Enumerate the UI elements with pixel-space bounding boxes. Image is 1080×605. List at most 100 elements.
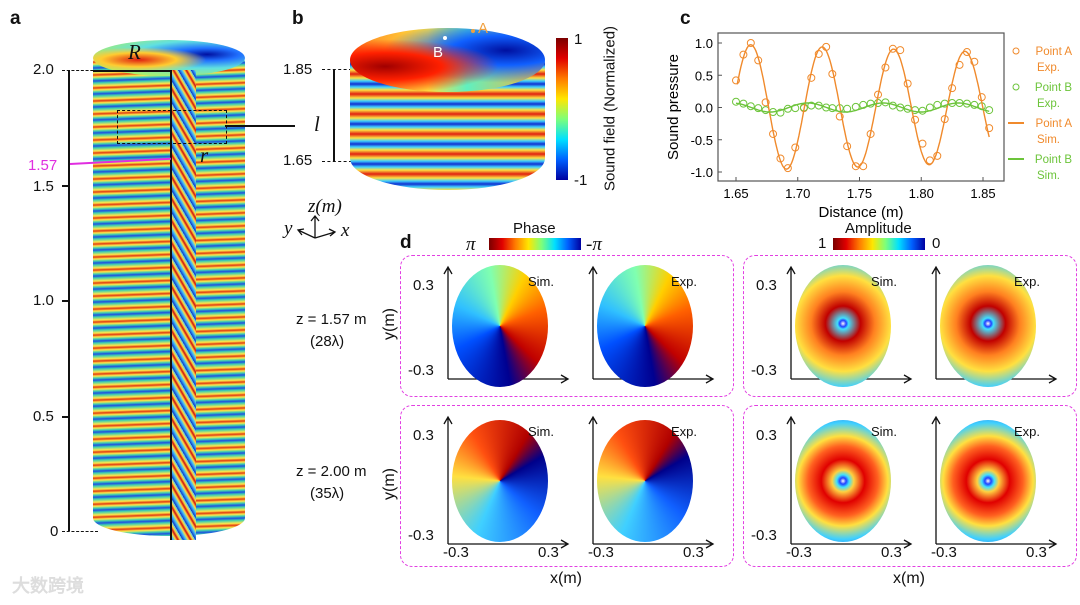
xtick-right: 0.3 (683, 544, 704, 561)
legend-label: Point A (1036, 118, 1073, 130)
legend-marker (1012, 47, 1020, 55)
y-axis-label: Sound pressure (665, 54, 682, 160)
ytick-bottom: -0.3 (408, 527, 434, 544)
exp-label: Exp. (671, 424, 698, 439)
xtick-right: 0.3 (881, 544, 902, 561)
legend-label: Exp. (1037, 98, 1060, 110)
row-1-z: z = 1.57 m (296, 311, 367, 328)
data-point-1 (822, 103, 831, 112)
tick-mark (62, 300, 68, 302)
y-label-row-1: y(m) (380, 308, 398, 340)
exp-label: Exp. (1014, 274, 1041, 289)
point-a-label: A (478, 20, 489, 37)
x-tick-label: 1.75 (847, 186, 872, 201)
phase-min: -π (586, 234, 602, 255)
row-2-lambda: (35λ) (310, 485, 345, 502)
x-tick-label: 1.65 (723, 186, 748, 201)
data-point-0 (888, 44, 897, 53)
panel-label-a: a (10, 8, 21, 29)
amplitude-box-row-2 (743, 405, 1077, 567)
panel-label-b: b (292, 8, 304, 29)
point-b-marker (443, 36, 447, 40)
axes-glyph (296, 214, 337, 239)
label-R: R (128, 40, 141, 64)
colorbar-min: -1 (574, 172, 588, 189)
phase-map-sim (452, 420, 548, 542)
phase-title: Phase (513, 220, 556, 237)
row-1-lambda: (28λ) (310, 333, 345, 350)
data-point-0 (985, 124, 994, 133)
watermark: 大数跨境 (12, 576, 84, 596)
panel-label-c: c (680, 8, 691, 29)
phase-max: π (466, 234, 476, 255)
amplitude-box-row-1 (743, 255, 1077, 397)
plot-axes (443, 415, 570, 549)
axis-x-label: x (341, 220, 350, 241)
sim-label: Sim. (871, 424, 897, 439)
phase-colorbar (489, 238, 581, 250)
x-tick-label: 1.70 (785, 186, 810, 201)
amplitude-map-exp (940, 420, 1036, 542)
ytick-bottom: -0.3 (751, 527, 777, 544)
data-point-0 (835, 112, 844, 121)
xtick-left: -0.3 (931, 544, 957, 561)
tick-mark (62, 416, 68, 418)
tick-0.5: 0.5 (33, 408, 54, 425)
data-point-0 (970, 57, 979, 66)
plot-axes (931, 415, 1058, 549)
zoom-connector (225, 125, 295, 127)
legend-label: Exp. (1037, 62, 1060, 74)
tick-mark (62, 185, 68, 187)
y-label-row-2: y(m) (380, 468, 398, 500)
xtick-left: -0.3 (588, 544, 614, 561)
exp-label: Exp. (671, 274, 698, 289)
y-tick-label: 0.0 (695, 101, 713, 116)
highlight-1.57: 1.57 (28, 157, 58, 174)
colorbar-max: 1 (574, 31, 583, 48)
series-line-3 (735, 102, 990, 113)
legend-marker (1012, 83, 1020, 91)
cylinder-sound-field (93, 44, 245, 536)
data-point-0 (955, 60, 964, 69)
data-point-1 (776, 108, 785, 117)
plot-axes (588, 415, 715, 549)
xtick-left: -0.3 (443, 544, 469, 561)
plot-axes (443, 265, 570, 384)
phase-box-row-1 (400, 255, 734, 397)
legend-label: Point A (1036, 46, 1073, 58)
data-point-0 (732, 76, 740, 85)
tick-1.0: 1.0 (33, 292, 54, 309)
data-point-0 (746, 39, 755, 47)
amplitude-map-exp (940, 265, 1036, 387)
phase-map-exp (597, 420, 693, 542)
data-point-0 (896, 46, 905, 55)
xtick-right: 0.3 (1026, 544, 1047, 561)
axis-y-label: y (284, 218, 293, 239)
x-label-phase: x(m) (550, 570, 582, 587)
x-tick-label: 1.85 (970, 186, 995, 201)
phase-map-exp (597, 265, 693, 387)
y-tick-label: 1.0 (695, 36, 713, 51)
axis-z-label: z(m) (308, 196, 342, 217)
cut-face (170, 70, 196, 540)
plot-axes (588, 265, 715, 384)
amplitude-colorbar (833, 238, 925, 250)
ytick-top: 0.3 (756, 277, 777, 294)
data-point-1 (732, 97, 740, 106)
legend-label: Point B (1035, 82, 1072, 94)
dash-1.85 (322, 69, 352, 70)
y-tick-label: 0.5 (695, 68, 713, 83)
zoom-box (117, 110, 227, 144)
colorbar-sound-field (556, 38, 568, 180)
legend-label: Sim. (1037, 170, 1060, 182)
point-a-marker (471, 29, 475, 33)
y-tick-label: -0.5 (691, 133, 713, 148)
dash-1.65 (322, 161, 352, 162)
sound-pressure-chart: 1.65 1.70 1.75 1.80 1.85 1.0 0.5 0.0 -0.5 -1.0 Dis… (665, 32, 1073, 221)
sim-label: Sim. (528, 424, 554, 439)
tick-1.85: 1.85 (283, 61, 313, 78)
ytick-top: 0.3 (413, 277, 434, 294)
data-point-0 (761, 98, 770, 107)
label-l: l (314, 112, 320, 136)
plot-axes (931, 265, 1058, 384)
